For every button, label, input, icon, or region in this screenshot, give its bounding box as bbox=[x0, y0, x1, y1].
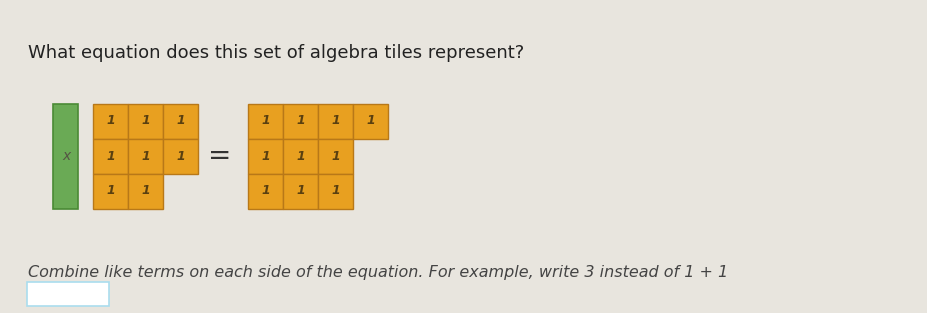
Text: 1: 1 bbox=[331, 150, 340, 162]
Text: 1: 1 bbox=[261, 150, 270, 162]
FancyBboxPatch shape bbox=[283, 138, 318, 173]
FancyBboxPatch shape bbox=[318, 173, 353, 208]
FancyBboxPatch shape bbox=[248, 104, 283, 138]
FancyBboxPatch shape bbox=[283, 104, 318, 138]
Text: x: x bbox=[62, 149, 70, 163]
Text: 1: 1 bbox=[107, 115, 115, 127]
FancyBboxPatch shape bbox=[318, 104, 353, 138]
FancyBboxPatch shape bbox=[94, 138, 128, 173]
FancyBboxPatch shape bbox=[94, 173, 128, 208]
Text: 1: 1 bbox=[142, 184, 150, 198]
Text: 1: 1 bbox=[107, 184, 115, 198]
FancyBboxPatch shape bbox=[353, 104, 388, 138]
FancyBboxPatch shape bbox=[128, 173, 163, 208]
FancyBboxPatch shape bbox=[248, 138, 283, 173]
FancyBboxPatch shape bbox=[128, 138, 163, 173]
Text: 1: 1 bbox=[297, 115, 305, 127]
Text: 1: 1 bbox=[297, 184, 305, 198]
Text: =: = bbox=[208, 142, 232, 170]
FancyBboxPatch shape bbox=[27, 282, 108, 306]
FancyBboxPatch shape bbox=[54, 104, 79, 208]
Text: 1: 1 bbox=[366, 115, 375, 127]
FancyBboxPatch shape bbox=[318, 138, 353, 173]
Text: 1: 1 bbox=[261, 184, 270, 198]
FancyBboxPatch shape bbox=[128, 104, 163, 138]
Text: 1: 1 bbox=[331, 184, 340, 198]
Text: 1: 1 bbox=[331, 115, 340, 127]
Text: 1: 1 bbox=[297, 150, 305, 162]
Text: Combine like terms on each side of the equation. For example, write 3 instead of: Combine like terms on each side of the e… bbox=[28, 265, 728, 280]
FancyBboxPatch shape bbox=[94, 104, 128, 138]
FancyBboxPatch shape bbox=[248, 173, 283, 208]
Text: 1: 1 bbox=[261, 115, 270, 127]
FancyBboxPatch shape bbox=[283, 173, 318, 208]
Text: 1: 1 bbox=[176, 115, 185, 127]
Text: 1: 1 bbox=[142, 115, 150, 127]
Text: 1: 1 bbox=[107, 150, 115, 162]
Text: 1: 1 bbox=[142, 150, 150, 162]
FancyBboxPatch shape bbox=[163, 104, 198, 138]
Text: 1: 1 bbox=[176, 150, 185, 162]
FancyBboxPatch shape bbox=[163, 138, 198, 173]
Text: What equation does this set of algebra tiles represent?: What equation does this set of algebra t… bbox=[28, 44, 524, 62]
